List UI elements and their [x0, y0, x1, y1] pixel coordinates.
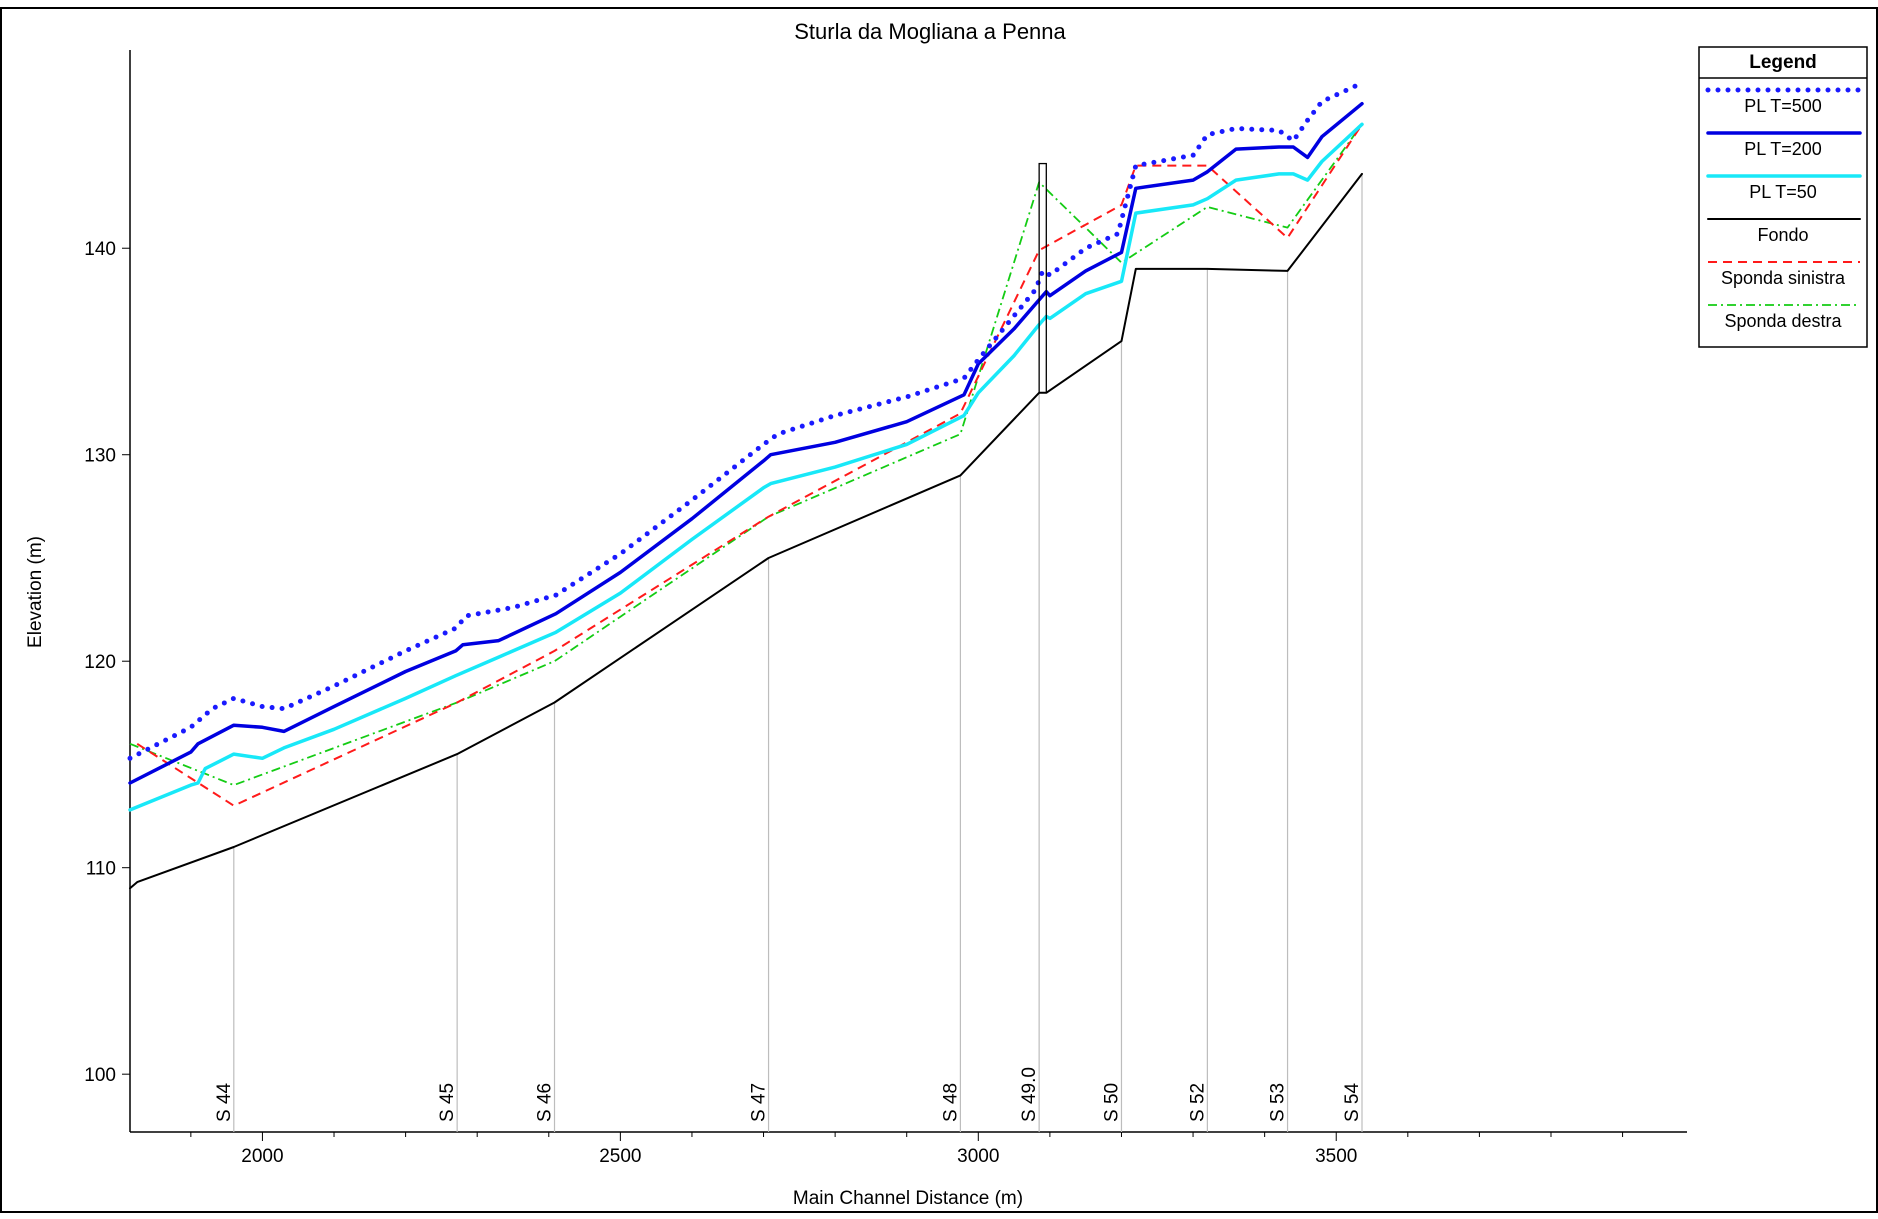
legend-label: PL T=50	[1749, 182, 1817, 202]
x-ticks: 2000 2500 3000 3500	[190, 1132, 1624, 1167]
series-line-pl-t-200	[128, 101, 1364, 785]
legend-label: Sponda destra	[1724, 311, 1842, 331]
legend: Legend PL T=500 PL T=200 PL T=50 Fondo Spond…	[1698, 46, 1868, 348]
cross-section-label: S 44	[214, 1082, 235, 1122]
x-tick-label: 2500	[599, 1146, 641, 1167]
x-axis-label: Main Channel Distance (m)	[793, 1188, 1023, 1209]
cross-section-label: S 47	[749, 1083, 770, 1122]
legend-label: PL T=200	[1744, 139, 1822, 159]
structure-layer	[1038, 162, 1047, 394]
structure-outline	[1038, 162, 1047, 394]
y-tick-label: 110	[86, 859, 116, 880]
legend-label: Sponda sinistra	[1721, 268, 1846, 288]
legend-label: PL T=500	[1744, 96, 1822, 116]
y-tick-label: 130	[84, 446, 116, 467]
cross-section-lines	[233, 173, 1363, 1132]
cross-section-label: S 45	[437, 1083, 458, 1122]
outer-frame	[0, 7, 1878, 1213]
cross-section-labels: S 44 S 45 S 46 S 47 S 48 S 49.0 S 50 S 52 S 53 S …	[214, 1067, 1363, 1122]
cross-section-label: S 46	[535, 1083, 556, 1122]
y-ticks: 100 110 120 130 140	[84, 239, 130, 1086]
cross-section-label: S 49.0	[1019, 1067, 1040, 1122]
legend-label: Fondo	[1757, 225, 1808, 245]
series-line-pl-t-50	[128, 122, 1364, 812]
x-tick-label: 2000	[241, 1146, 283, 1167]
cross-section-label: S 53	[1268, 1083, 1289, 1122]
series-line-pl-t-500	[127, 80, 1365, 761]
y-tick-label: 120	[84, 652, 116, 673]
y-axis-label: Elevation (m)	[25, 536, 46, 648]
series-line-sponda-destra	[129, 123, 1363, 786]
chart-title: Sturla da Mogliana a Penna	[794, 19, 1066, 44]
series-layer	[127, 80, 1365, 890]
series-line-fondo	[129, 172, 1363, 890]
legend-box	[1698, 46, 1868, 348]
cross-section-label: S 54	[1342, 1082, 1363, 1122]
cross-section-label: S 50	[1101, 1083, 1122, 1122]
x-tick-label: 3000	[957, 1146, 999, 1167]
y-tick-label: 100	[84, 1065, 116, 1086]
legend-items: PL T=500 PL T=200 PL T=50 Fondo Sponda sinis…	[1705, 87, 1863, 331]
series-line-sponda-sinistra	[136, 123, 1363, 807]
cross-section-label: S 48	[940, 1083, 961, 1122]
legend-title: Legend	[1749, 52, 1817, 73]
x-tick-label: 3500	[1315, 1146, 1357, 1167]
cross-section-label: S 52	[1187, 1083, 1208, 1122]
y-tick-label: 140	[84, 239, 116, 260]
